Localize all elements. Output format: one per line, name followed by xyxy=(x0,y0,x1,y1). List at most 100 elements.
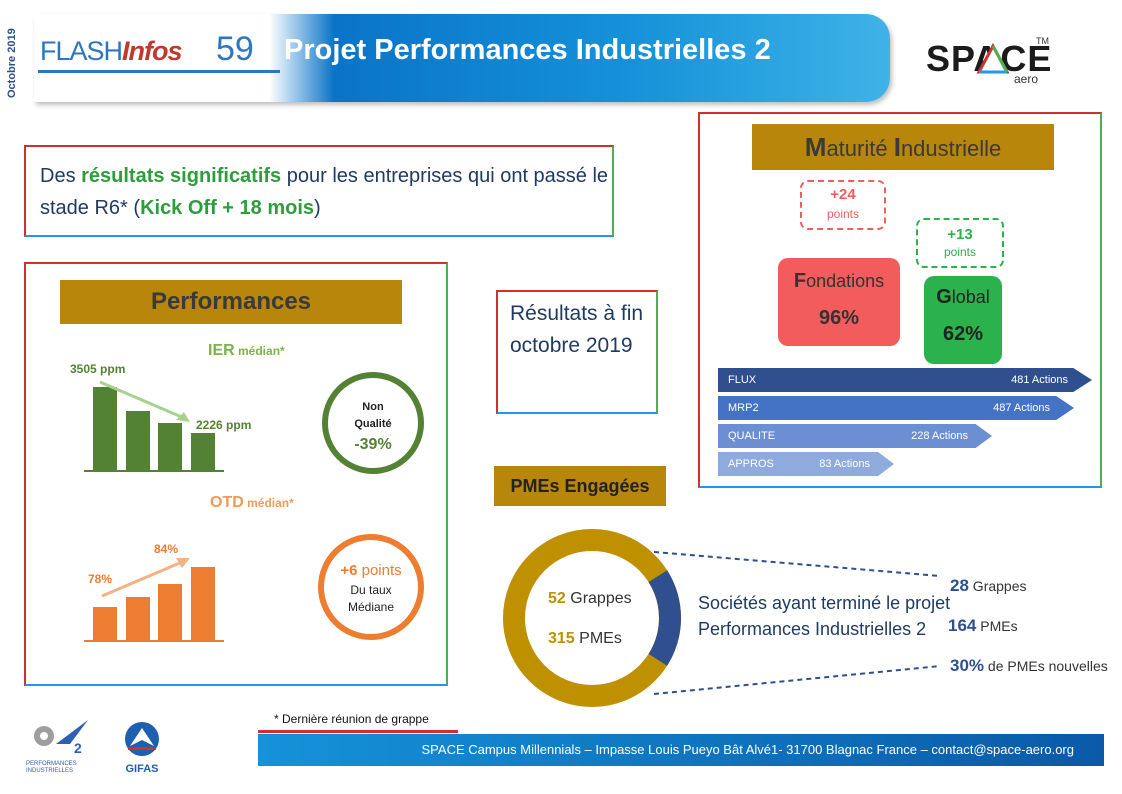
donut-grappes-num: 52 xyxy=(548,590,566,607)
action-mrp2-label: MRP2 xyxy=(728,402,759,414)
otd-trend-arrow xyxy=(101,558,190,598)
ier-bar-chart xyxy=(84,380,224,472)
action-qualite-count: 228 Actions xyxy=(911,430,968,442)
otd-bar-1 xyxy=(92,606,117,640)
maturite-frame xyxy=(698,112,1102,488)
results-frame xyxy=(496,290,658,414)
ier-bar-4 xyxy=(191,433,216,470)
fondations-delta-unit: points xyxy=(826,207,860,221)
non-quality-line2: Qualité xyxy=(354,418,392,430)
stat-new-pmes: 30% de PMEs nouvelles xyxy=(950,656,1108,676)
otd-title-suffix: médian* xyxy=(243,496,294,510)
pmes-title: PMEs Engagées xyxy=(494,466,666,506)
ier-title-suffix: médian* xyxy=(234,344,285,358)
ier-bar-3 xyxy=(158,422,183,470)
otd-circle-value: +6 xyxy=(340,562,358,579)
results-text: Résultats à fin octobre 2019 xyxy=(510,302,644,357)
gifas-emblem-icon xyxy=(125,722,159,756)
issue-number: 59 xyxy=(216,30,254,68)
gifas-logo: GIFAS xyxy=(120,720,164,776)
action-bar-flux: FLUX 481 Actions xyxy=(718,368,1092,392)
action-bar-mrp2: MRP2 487 Actions xyxy=(718,396,1074,420)
maturite-title-cap2: I xyxy=(893,132,901,162)
otd-bar-chart xyxy=(84,560,224,642)
footnote: * Dernière réunion de grappe xyxy=(274,712,429,726)
action-qualite-label: QUALITE xyxy=(728,430,776,442)
otd-bar-2 xyxy=(125,597,150,640)
action-appros-label: APPROS xyxy=(728,458,774,470)
otd-circle-line1: Du taux xyxy=(350,583,392,597)
flash-prefix: FLASH xyxy=(40,36,123,66)
fondations-label: Fondations xyxy=(778,270,900,293)
donut-grappes-label: Grappes xyxy=(565,590,632,607)
pmes-donut-chart xyxy=(503,529,681,707)
flash-infos-word: Infos xyxy=(122,36,182,66)
non-quality-circle: Non Qualité -39% xyxy=(322,372,424,474)
non-quality-line1: Non xyxy=(362,401,384,413)
otd-end-label: 84% xyxy=(154,542,179,556)
donut-pmes-num: 315 xyxy=(548,630,575,647)
side-date: Octobre 2019 xyxy=(6,28,18,98)
intro-highlight2: Kick Off + 18 mois xyxy=(140,197,315,219)
global-label: Global xyxy=(924,286,1002,309)
ier-baseline xyxy=(84,470,224,472)
stat-pmes: 164 PMEs xyxy=(948,616,1018,636)
non-quality-value: -39% xyxy=(354,436,392,453)
donut-completed-segment xyxy=(648,570,681,666)
footer-accent-line xyxy=(258,730,458,733)
otd-bar-3 xyxy=(158,583,183,640)
ier-bar-2 xyxy=(125,411,150,470)
logo1-number: 2 xyxy=(74,740,82,756)
action-flux-count: 481 Actions xyxy=(1011,374,1068,386)
intro-frame xyxy=(24,145,614,237)
intro-part3: ) xyxy=(314,197,321,219)
intro-text: Des résultats significatifs pour les ent… xyxy=(40,160,610,224)
ier-bar-1 xyxy=(92,387,117,470)
otd-start-label: 78% xyxy=(88,572,113,586)
action-mrp2-count: 487 Actions xyxy=(993,402,1050,414)
otd-circle-line2: Médiane xyxy=(347,600,395,614)
global-value: 62% xyxy=(942,323,984,345)
intro-highlight1: résultats significatifs xyxy=(81,165,282,187)
intro-part1: Des xyxy=(40,165,82,187)
otd-baseline xyxy=(84,640,224,642)
stat-grappes: 28 Grappes xyxy=(950,576,1027,596)
action-bar-qualite: QUALITE 228 Actions xyxy=(718,424,992,448)
maturite-title: Maturité Industrielle xyxy=(752,124,1054,170)
donut-grappes: 52 Grappes xyxy=(548,590,632,608)
performances-frame xyxy=(24,262,448,686)
stat-new-pmes-label: de PMEs nouvelles xyxy=(984,658,1108,674)
global-cap: G xyxy=(936,286,952,308)
footer-address: SPACE Campus Millennials – Impasse Louis… xyxy=(258,734,1104,766)
gifas-text: GIFAS xyxy=(125,763,159,775)
stat-pmes-label: PMEs xyxy=(976,618,1018,634)
otd-circle-unit: points xyxy=(357,562,402,579)
action-bar-appros: APPROS 83 Actions xyxy=(718,452,894,476)
stat-pmes-num: 164 xyxy=(948,616,977,635)
maturite-title-rest1: aturité xyxy=(826,136,894,161)
logo1-text: PERFORMANCES INDUSTRIELLES xyxy=(26,761,77,774)
otd-title: OTD médian* xyxy=(210,494,294,512)
stat-grappes-num: 28 xyxy=(950,576,969,595)
completed-text: Sociétés ayant terminé le projet Perform… xyxy=(698,593,951,639)
logo-sub-text: aero xyxy=(1014,72,1039,86)
ier-start-label: 3505 ppm xyxy=(70,362,126,376)
donut-callout-lines xyxy=(653,551,941,695)
otd-circle-value-line: +6 points xyxy=(324,562,418,579)
global-rest: lobal xyxy=(951,287,990,307)
maturite-title-cap1: M xyxy=(804,132,827,162)
page-title: Projet Performances Industrielles 2 xyxy=(284,34,771,66)
performances-title: Performances xyxy=(60,280,402,324)
otd-circle: +6 points Du taux Médiane xyxy=(318,534,424,640)
global-delta-unit: points xyxy=(943,245,977,259)
flash-underline xyxy=(38,70,280,73)
fondations-value: 96% xyxy=(818,307,860,329)
ier-end-label: 2226 ppm xyxy=(196,418,252,432)
ier-title-main: IER xyxy=(208,342,235,359)
otd-bar-4 xyxy=(191,567,216,640)
ier-trend-arrow xyxy=(99,380,190,422)
global-delta: +13 points xyxy=(916,218,1004,268)
logo-trademark: TM xyxy=(1036,36,1049,46)
global-delta-value: +13 xyxy=(947,226,973,243)
performances-industrielles-logo: 2 PERFORMANCES INDUSTRIELLES xyxy=(26,716,92,774)
